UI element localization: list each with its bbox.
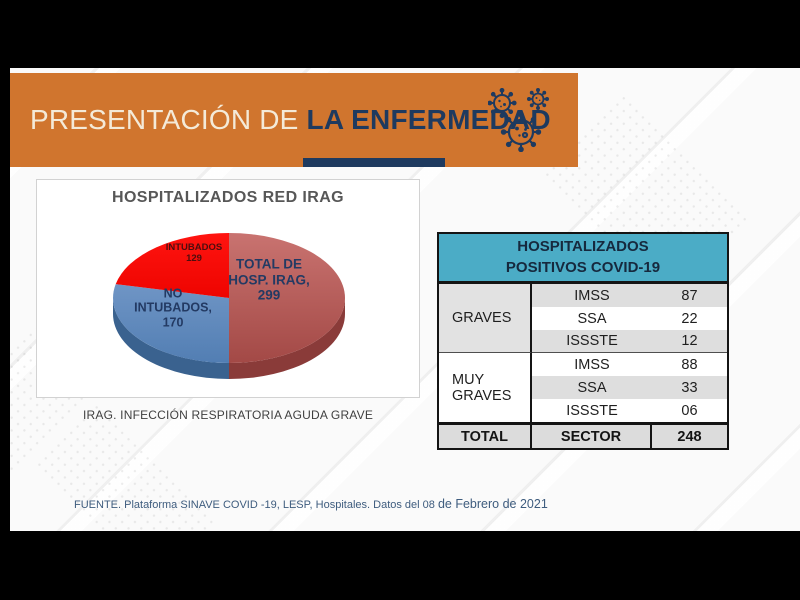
- pie-label-intubados: INTUBADOS 129: [165, 242, 223, 265]
- table-cell-value: 06: [652, 399, 727, 422]
- banner-accent-underline: [303, 158, 445, 167]
- pie-slice-total: [229, 233, 345, 363]
- table-cell-value: 88: [652, 353, 727, 376]
- covid-hospitalized-table: HOSPITALIZADOS POSITIVOS COVID-19 GRAVES…: [437, 232, 729, 450]
- table-cell-institution: IMSS: [532, 353, 652, 376]
- slide-title-light: PRESENTACIÓN DE: [30, 104, 307, 135]
- pie-label-total: TOTAL DE HOSP. IRAG, 299: [228, 257, 310, 304]
- pie-label-total-value: 299: [257, 287, 281, 303]
- slide-title: PRESENTACIÓN DE LA ENFERMEDAD: [10, 104, 551, 136]
- title-banner: PRESENTACIÓN DE LA ENFERMEDAD: [10, 73, 578, 167]
- pie-chart: [113, 233, 345, 379]
- table-cell-institution: IMSS: [532, 284, 652, 307]
- table-body: GRAVES MUY GRAVES IMSS 87 SSA 22 ISSSTE …: [439, 284, 727, 422]
- table-cell-institution: SSA: [532, 376, 652, 399]
- table-cell-value: 22: [652, 307, 727, 330]
- pie-chart-panel: HOSPITALIZADOS RED IRAG: [36, 179, 420, 398]
- table-cell-value: 12: [652, 330, 727, 353]
- table-header-line1: HOSPITALIZADOS: [517, 238, 649, 256]
- pie-label-no-intubados-value: 170: [162, 315, 184, 330]
- pie-wall-maroon: [229, 298, 345, 379]
- letterbox-bottom: [0, 531, 800, 600]
- table-group-muy-graves: MUY GRAVES: [439, 353, 532, 422]
- source-note: FUENTE. Plataforma SINAVE COVID -19, LES…: [74, 495, 548, 513]
- table-total-value: 248: [677, 428, 702, 445]
- table-total-sector: SECTOR: [532, 425, 652, 448]
- table-cell-value: 87: [652, 284, 727, 307]
- pie-label-total-line2: HOSP. IRAG,: [228, 272, 310, 288]
- pie-label-no-intubados-line2: INTUBADOS,: [134, 300, 212, 315]
- letterbox-top: [0, 0, 800, 68]
- table-total-row: TOTAL SECTOR 248: [439, 422, 727, 448]
- pie-label-total-line1: TOTAL DE: [235, 256, 302, 272]
- letterbox-left: [0, 0, 10, 600]
- pie-label-no-intubados-line1: NO: [163, 286, 183, 301]
- presentation-slide: PRESENTACIÓN DE LA ENFERMEDAD: [10, 68, 800, 531]
- pie-slice-intubados: [115, 233, 229, 298]
- table-cell-institution: ISSSTE: [532, 399, 652, 422]
- table-total-label: TOTAL: [439, 425, 532, 448]
- pie-wall-blue: [113, 298, 229, 379]
- pie-chart-title: HOSPITALIZADOS RED IRAG: [111, 189, 345, 206]
- pie-label-no-intubados: NO INTUBADOS, 170: [134, 286, 212, 329]
- table-cell-value: 33: [652, 376, 727, 399]
- pie-label-intubados-value: 129: [186, 253, 202, 264]
- virus-icon: [487, 87, 552, 153]
- source-note-text: FUENTE. Plataforma SINAVE COVID -19, LES…: [74, 499, 438, 511]
- pie-label-intubados-line1: INTUBADOS: [165, 242, 223, 254]
- table-header-line2: POSITIVOS COVID-19: [505, 258, 661, 276]
- source-note-date: de Febrero de 2021: [437, 497, 548, 511]
- table-header: HOSPITALIZADOS POSITIVOS COVID-19: [439, 234, 727, 284]
- irag-caption: IRAG. INFECCIÓN RESPIRATORIA AGUDA GRAVE: [82, 408, 374, 422]
- pie-slice-no-intubados: [113, 284, 229, 363]
- table-group-graves: GRAVES: [439, 284, 532, 353]
- table-cell-institution: ISSSTE: [532, 330, 652, 353]
- table-cell-institution: SSA: [532, 307, 652, 330]
